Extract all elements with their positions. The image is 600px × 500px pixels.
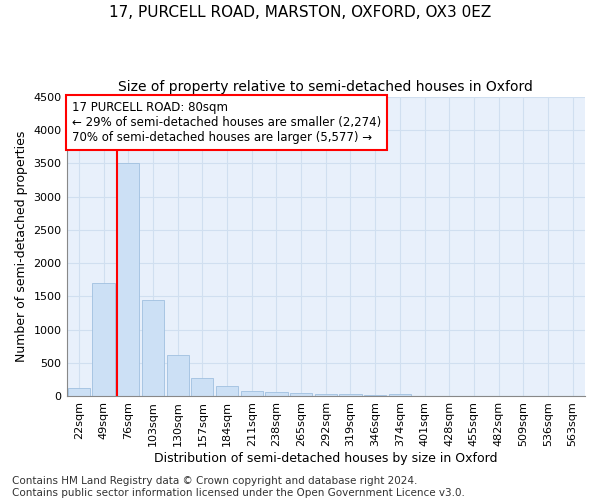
Bar bbox=[290, 393, 312, 396]
Y-axis label: Number of semi-detached properties: Number of semi-detached properties bbox=[15, 131, 28, 362]
Bar bbox=[117, 163, 139, 396]
Title: Size of property relative to semi-detached houses in Oxford: Size of property relative to semi-detach… bbox=[118, 80, 533, 94]
Bar bbox=[167, 355, 189, 397]
Text: 17 PURCELL ROAD: 80sqm
← 29% of semi-detached houses are smaller (2,274)
70% of : 17 PURCELL ROAD: 80sqm ← 29% of semi-det… bbox=[72, 101, 381, 144]
Bar bbox=[191, 378, 214, 396]
X-axis label: Distribution of semi-detached houses by size in Oxford: Distribution of semi-detached houses by … bbox=[154, 452, 497, 465]
Bar bbox=[265, 392, 287, 396]
Bar bbox=[142, 300, 164, 396]
Bar bbox=[364, 395, 386, 396]
Bar bbox=[92, 283, 115, 397]
Bar bbox=[216, 386, 238, 396]
Bar bbox=[241, 391, 263, 396]
Bar bbox=[68, 388, 90, 396]
Text: Contains HM Land Registry data © Crown copyright and database right 2024.
Contai: Contains HM Land Registry data © Crown c… bbox=[12, 476, 465, 498]
Text: 17, PURCELL ROAD, MARSTON, OXFORD, OX3 0EZ: 17, PURCELL ROAD, MARSTON, OXFORD, OX3 0… bbox=[109, 5, 491, 20]
Bar bbox=[314, 394, 337, 396]
Bar bbox=[389, 394, 411, 396]
Bar bbox=[340, 394, 362, 396]
